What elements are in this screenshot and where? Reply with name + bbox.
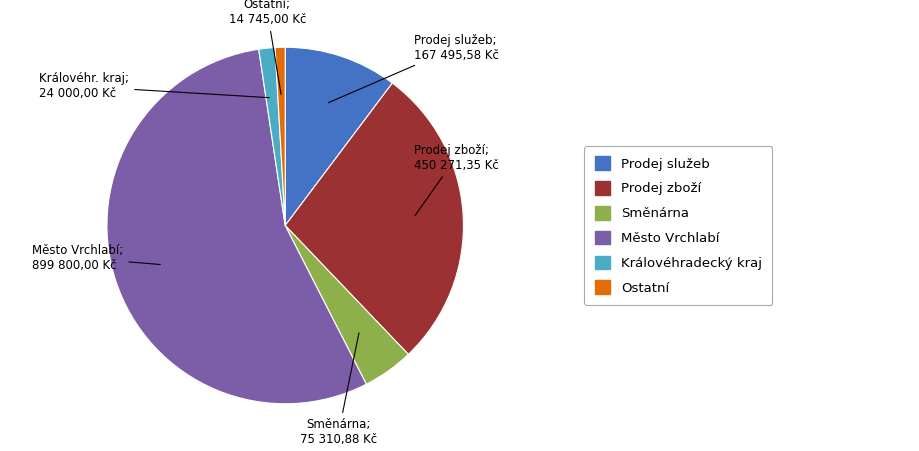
- Text: Prodej služeb;
167 495,58 Kč: Prodej služeb; 167 495,58 Kč: [328, 33, 498, 103]
- Text: Královéhr. kraj;
24 000,00 Kč: Královéhr. kraj; 24 000,00 Kč: [40, 73, 269, 101]
- Text: Směnárna;
75 310,88 Kč: Směnárna; 75 310,88 Kč: [300, 333, 377, 446]
- Wedge shape: [285, 83, 463, 354]
- Text: Prodej zboží;
450 271,35 Kč: Prodej zboží; 450 271,35 Kč: [414, 144, 498, 216]
- Wedge shape: [258, 47, 285, 226]
- Wedge shape: [107, 49, 366, 404]
- Wedge shape: [285, 47, 391, 226]
- Text: Ostatní;
14 745,00 Kč: Ostatní; 14 745,00 Kč: [229, 0, 306, 94]
- Legend: Prodej služeb, Prodej zboží, Směnárna, Město Vrchlabí, Královéhradecký kraj, Ost: Prodej služeb, Prodej zboží, Směnárna, M…: [584, 146, 772, 305]
- Wedge shape: [275, 47, 285, 226]
- Text: Město Vrchlabí;
899 800,00 Kč: Město Vrchlabí; 899 800,00 Kč: [32, 244, 160, 272]
- Wedge shape: [285, 226, 408, 384]
